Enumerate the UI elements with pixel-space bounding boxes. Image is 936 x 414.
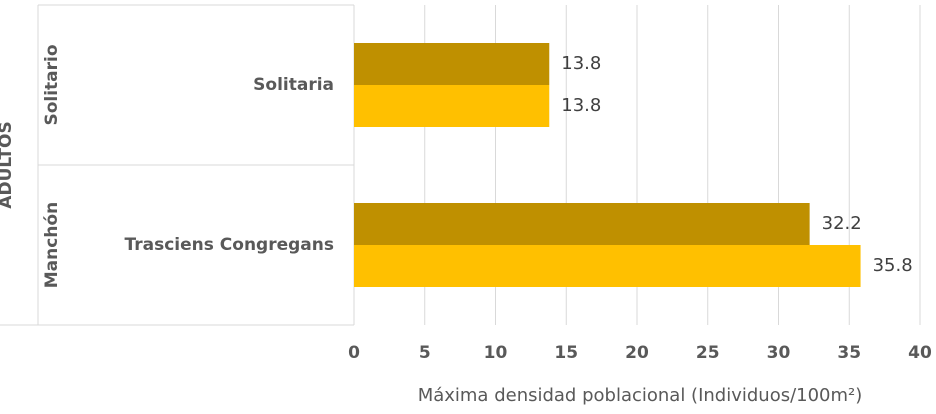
x-tick-label: 30 (767, 343, 791, 363)
x-tick-label: 20 (625, 343, 649, 363)
category-label: Trasciens Congregans (125, 235, 334, 255)
bar (354, 245, 861, 287)
outer-label: ADULTOS (0, 121, 16, 208)
x-tick-label: 10 (484, 343, 508, 363)
group-label: Solitario (42, 44, 62, 125)
value-label: 32.2 (822, 213, 862, 234)
category-label: Solitaria (253, 75, 334, 95)
x-tick-label: 40 (908, 343, 932, 363)
x-tick-label: 25 (696, 343, 720, 363)
group-label: Manchón (42, 202, 62, 288)
value-label: 35.8 (873, 255, 913, 276)
value-label: 13.8 (561, 53, 601, 74)
bar (354, 85, 550, 127)
x-tick-label: 0 (348, 343, 360, 363)
x-axis-title: Máxima densidad poblacional (Individuos/… (418, 385, 863, 406)
x-tick-label: 5 (419, 343, 431, 363)
x-tick-label: 15 (554, 343, 578, 363)
bar (354, 43, 550, 85)
value-label: 13.8 (561, 95, 601, 116)
bar (354, 203, 810, 245)
x-tick-label: 35 (837, 343, 861, 363)
